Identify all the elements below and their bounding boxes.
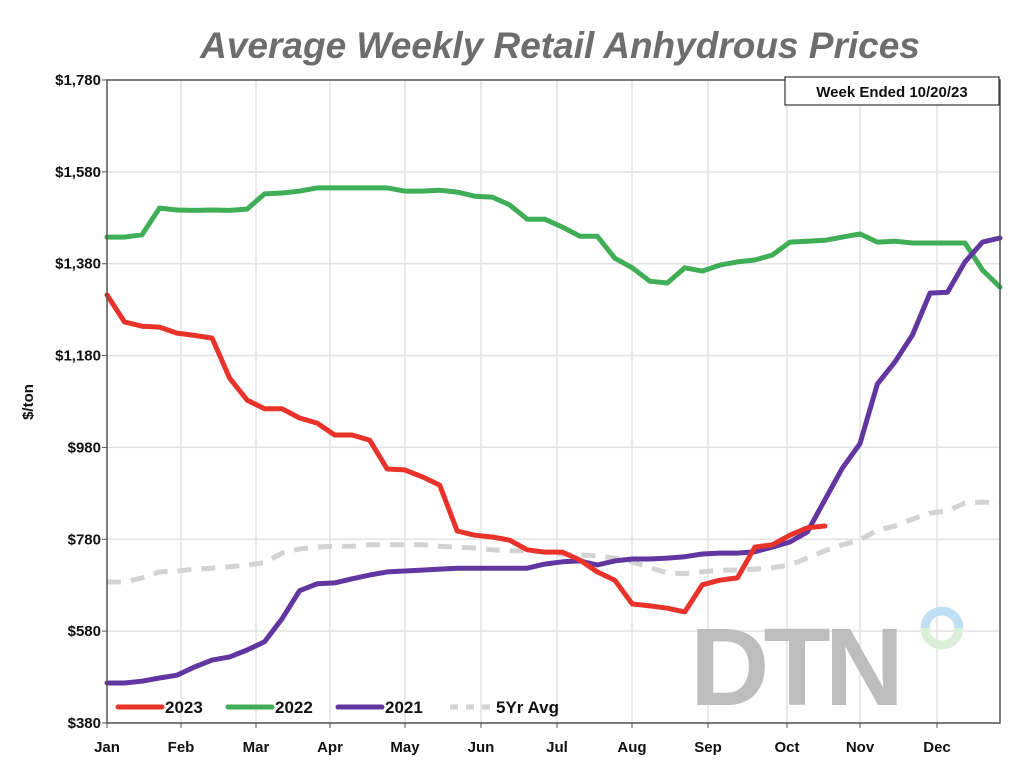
y-tick-label: $980 bbox=[68, 439, 101, 456]
chart-title: Average Weekly Retail Anhydrous Prices bbox=[199, 25, 920, 66]
legend-label: 2022 bbox=[275, 698, 313, 717]
x-tick-label: Aug bbox=[617, 739, 646, 756]
y-axis: $1,780 $1,580 $1,380 $1,180 $980 $780 $580 $380 bbox=[55, 72, 107, 732]
week-ended-box: Week Ended 10/20/23 bbox=[784, 76, 1000, 106]
x-tick-label: Jun bbox=[468, 739, 495, 756]
y-tick-label: $380 bbox=[68, 715, 101, 732]
x-tick-label: Nov bbox=[846, 739, 875, 756]
svg-text:DTN: DTN bbox=[690, 606, 898, 729]
legend-label: 5Yr Avg bbox=[496, 698, 559, 717]
y-tick-label: $1,580 bbox=[55, 164, 101, 181]
legend-label: 2023 bbox=[165, 698, 203, 717]
y-tick-label: $780 bbox=[68, 531, 101, 548]
y-tick-label: $1,380 bbox=[55, 256, 101, 273]
dtn-watermark-logo: DTN bbox=[690, 606, 964, 729]
plot-frame bbox=[106, 79, 1001, 724]
series-line-2021 bbox=[104, 235, 1003, 686]
x-tick-label: May bbox=[390, 739, 420, 756]
legend: 2023 2022 2021 5Yr Avg bbox=[115, 698, 559, 717]
y-tick-label: $1,180 bbox=[55, 348, 101, 365]
series-line-2023 bbox=[104, 292, 828, 615]
week-ended-label: Week Ended 10/20/23 bbox=[816, 84, 967, 101]
series-lines bbox=[104, 185, 1003, 686]
x-tick-label: Jan bbox=[94, 739, 120, 756]
x-axis: Jan Feb Mar Apr May Jun Jul Aug Sep Oct Nov Dec bbox=[94, 723, 951, 756]
x-tick-label: Jul bbox=[546, 739, 568, 756]
legend-label: 2021 bbox=[385, 698, 423, 717]
x-tick-label: Sep bbox=[694, 739, 722, 756]
series-line-5yr-avg bbox=[107, 499, 1001, 585]
x-tick-label: Oct bbox=[774, 739, 799, 756]
x-tick-label: Mar bbox=[243, 739, 270, 756]
x-tick-label: Feb bbox=[168, 739, 195, 756]
series-line-2022 bbox=[104, 185, 1003, 290]
y-tick-label: $580 bbox=[68, 623, 101, 640]
y-tick-label: $1,780 bbox=[55, 72, 101, 89]
x-tick-label: Dec bbox=[923, 739, 951, 756]
y-axis-label: $/ton bbox=[20, 384, 37, 420]
x-tick-label: Apr bbox=[317, 739, 343, 756]
